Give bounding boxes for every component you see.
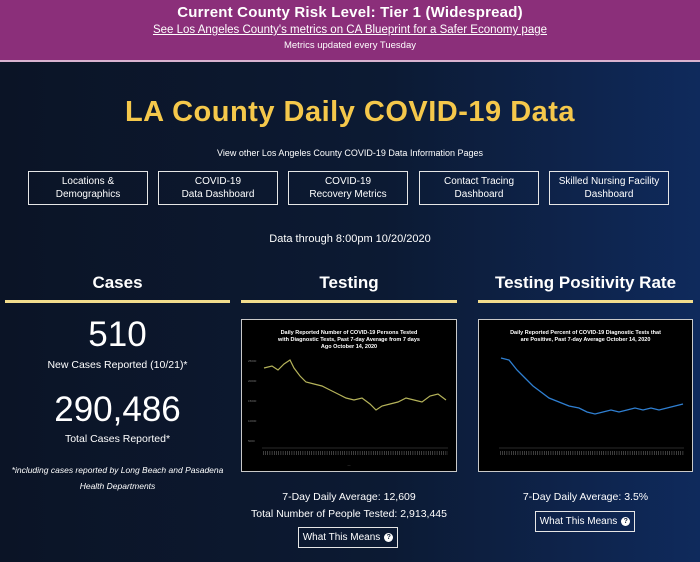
page-title: LA County Daily COVID-19 Data xyxy=(124,96,576,128)
page-subtitle: View other Los Angeles County COVID-19 D… xyxy=(217,148,483,158)
blueprint-metrics-link[interactable]: See Los Angeles County's metrics on CA B… xyxy=(152,24,548,36)
nav-contact-tracing-button[interactable]: Contact Tracing Dashboard xyxy=(419,171,539,205)
testing-total: Total Number of People Tested: 2,913,445 xyxy=(251,508,447,520)
testing-trend-line xyxy=(263,359,447,411)
testing-what-this-means-button[interactable]: What This Means ? xyxy=(298,527,398,548)
nav-snf-dashboard-button[interactable]: Skilled Nursing Facility Dashboard xyxy=(549,171,669,205)
nav-data-dashboard-button[interactable]: COVID-19 Data Dashboard xyxy=(158,171,278,205)
cases-underline xyxy=(5,300,230,303)
cases-heading: Cases xyxy=(92,273,143,292)
positivity-chart-image[interactable]: Daily Reported Percent of COVID-19 Diagn… xyxy=(478,319,693,472)
new-cases-label: New Cases Reported (10/21)* xyxy=(47,359,188,371)
positivity-heading: Testing Positivity Rate xyxy=(494,273,677,292)
new-cases-value: 510 xyxy=(88,315,147,354)
positivity-chart-title: Daily Reported Percent of COVID-19 Diagn… xyxy=(510,330,661,343)
positivity-what-this-means-button[interactable]: What This Means ? xyxy=(535,511,635,532)
positivity-chart-graphic xyxy=(499,357,684,455)
total-cases-value: 290,486 xyxy=(54,390,181,429)
nav-locations-demographics-button[interactable]: Locations & Demographics xyxy=(28,171,148,205)
testing-average: 7-Day Daily Average: 12,609 xyxy=(282,491,416,503)
nav-recovery-metrics-button[interactable]: COVID-19 Recovery Metrics xyxy=(288,171,408,205)
risk-banner: Current County Risk Level: Tier 1 (Wides… xyxy=(0,0,700,62)
svg-text:5000: 5000 xyxy=(248,439,255,443)
testing-chart-image[interactable]: Daily Reported Number of COVID-19 Person… xyxy=(241,319,457,472)
svg-text:10000: 10000 xyxy=(248,419,257,423)
testing-heading: Testing xyxy=(319,273,379,292)
testing-underline xyxy=(241,300,457,303)
risk-level-text: Current County Risk Level: Tier 1 (Wides… xyxy=(177,4,523,21)
positivity-average: 7-Day Daily Average: 3.5% xyxy=(522,491,649,503)
testing-chart-title: Daily Reported Number of COVID-19 Person… xyxy=(278,330,420,350)
question-circle-icon: ? xyxy=(621,517,631,526)
testing-what-this-means-label: What This Means xyxy=(302,532,381,543)
positivity-trend-line xyxy=(500,357,684,415)
question-circle-icon: ? xyxy=(384,533,394,542)
data-through-text: Data through 8:00pm 10/20/2020 xyxy=(269,233,431,245)
svg-text:15000: 15000 xyxy=(248,399,257,403)
cases-footnote: *including cases reported by Long Beach … xyxy=(11,465,224,491)
metrics-updated-text: Metrics updated every Tuesday xyxy=(283,40,416,51)
positivity-underline xyxy=(478,300,693,303)
svg-text:20000: 20000 xyxy=(248,379,257,383)
testing-chart-graphic: 25000 20000 15000 10000 5000 — xyxy=(248,359,448,467)
svg-text:25000: 25000 xyxy=(248,359,257,363)
svg-text:—: — xyxy=(348,463,351,467)
positivity-what-this-means-label: What This Means xyxy=(539,516,618,527)
total-cases-label: Total Cases Reported* xyxy=(64,433,171,445)
